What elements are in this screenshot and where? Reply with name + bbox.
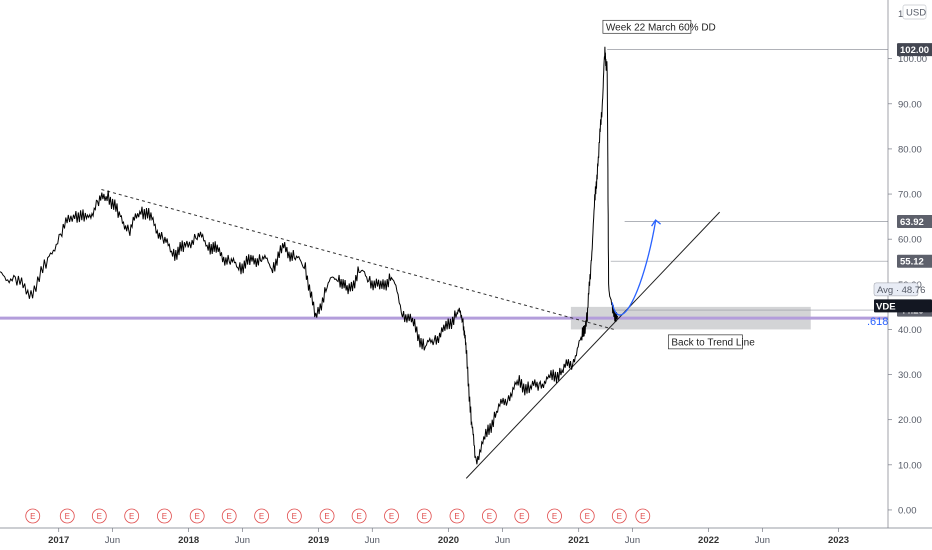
currency-badge[interactable]: [902, 4, 927, 20]
earnings-marker[interactable]: [351, 508, 367, 524]
y-tick-label: 30.00: [898, 370, 922, 381]
earnings-marker[interactable]: [254, 508, 269, 524]
x-tick-label: Jun: [365, 535, 380, 546]
earnings-marker-label: E: [487, 512, 492, 521]
earnings-marker[interactable]: [514, 508, 530, 524]
x-tick-label: 2019: [308, 535, 329, 546]
earnings-marker-label: E: [640, 512, 645, 521]
peak-label[interactable]: Week 22 March 60% DD: [606, 22, 716, 33]
price-tag-label: 63.92: [900, 217, 924, 228]
earnings-marker-label: E: [30, 512, 35, 521]
y-axis-top-label: 1: [898, 9, 903, 20]
earnings-marker-label: E: [162, 512, 167, 521]
trend-label[interactable]: Back to Trend Line: [671, 337, 755, 348]
y-tick-label: 80.00: [898, 144, 922, 155]
x-tick-label: 2017: [48, 535, 69, 546]
price-tag[interactable]: [897, 43, 932, 57]
y-tick-label: 90.00: [898, 99, 922, 110]
earnings-marker-label: E: [227, 512, 232, 521]
x-tick-label: Jun: [105, 535, 120, 546]
symbol-tag-label: VDE: [876, 301, 896, 312]
currency-label: USD: [906, 8, 926, 19]
earnings-marker[interactable]: [547, 508, 562, 524]
earnings-marker-label: E: [552, 512, 557, 521]
earnings-marker[interactable]: [221, 508, 237, 524]
earnings-marker-label: E: [389, 512, 394, 521]
ascending-support-line[interactable]: [465, 211, 721, 479]
projection-arrow[interactable]: [611, 221, 657, 316]
price-tag[interactable]: [897, 254, 932, 268]
earnings-marker-label: E: [292, 512, 297, 521]
price-series-line: [0, 46, 618, 465]
earnings-marker-label: E: [65, 512, 70, 521]
peak-label-box: [602, 19, 692, 34]
x-tick-label: 2022: [698, 535, 719, 546]
x-tick-label: 2018: [178, 535, 199, 546]
earnings-marker-label: E: [585, 512, 590, 521]
earnings-marker[interactable]: [611, 508, 627, 524]
earnings-marker[interactable]: [579, 508, 595, 524]
earnings-marker[interactable]: [25, 508, 41, 524]
earnings-marker[interactable]: [481, 508, 497, 524]
x-tick-label: Jun: [625, 535, 640, 546]
y-tick-label: 100.00: [898, 54, 927, 65]
earnings-marker-label: E: [356, 512, 361, 521]
earnings-marker[interactable]: [91, 508, 107, 524]
earnings-marker[interactable]: [635, 508, 651, 524]
fib-label[interactable]: .618: [867, 316, 888, 328]
earnings-marker[interactable]: [286, 508, 302, 524]
y-tick-label: 10.00: [898, 460, 922, 471]
y-tick-label: 20.00: [898, 415, 922, 426]
avg-tag-label: Avg · 48.76: [877, 285, 925, 296]
x-tick-label: 2021: [568, 535, 590, 546]
earnings-marker[interactable]: [189, 508, 205, 524]
price-tag-label: 55.12: [900, 257, 924, 268]
x-tick-label: 2023: [828, 535, 849, 546]
earnings-marker-label: E: [259, 512, 264, 521]
x-tick-label: Jun: [755, 535, 770, 546]
price-tag[interactable]: [897, 214, 932, 228]
earnings-marker-label: E: [97, 512, 102, 521]
symbol-tag[interactable]: [874, 299, 932, 313]
trend-label-box: [668, 334, 743, 350]
y-tick-label: 70.00: [898, 190, 922, 201]
earnings-marker-label: E: [129, 512, 134, 521]
y-tick-label: 60.00: [898, 235, 922, 246]
earnings-marker-label: E: [454, 512, 459, 521]
earnings-marker-label: E: [519, 512, 524, 521]
earnings-marker-label: E: [324, 512, 329, 521]
descending-resistance-line[interactable]: [101, 189, 615, 330]
x-tick-label: Jun: [495, 535, 510, 546]
avg-tag[interactable]: [873, 282, 919, 297]
earnings-marker[interactable]: [416, 508, 432, 524]
earnings-marker[interactable]: [384, 508, 399, 524]
earnings-marker-label: E: [422, 512, 427, 521]
projection-arrowhead: [651, 219, 661, 227]
earnings-marker[interactable]: [319, 508, 335, 524]
x-tick-label: 2020: [438, 535, 459, 546]
y-tick-label: 0.00: [898, 505, 917, 516]
earnings-marker[interactable]: [157, 508, 172, 524]
earnings-marker[interactable]: [59, 508, 75, 524]
y-tick-label: 40.00: [898, 325, 922, 336]
earnings-marker-label: E: [195, 512, 200, 521]
x-tick-label: Jun: [235, 535, 250, 546]
earnings-marker[interactable]: [124, 508, 140, 524]
price-tag-label: 102.00: [900, 45, 929, 56]
earnings-marker[interactable]: [449, 508, 465, 524]
earnings-marker-label: E: [617, 512, 622, 521]
